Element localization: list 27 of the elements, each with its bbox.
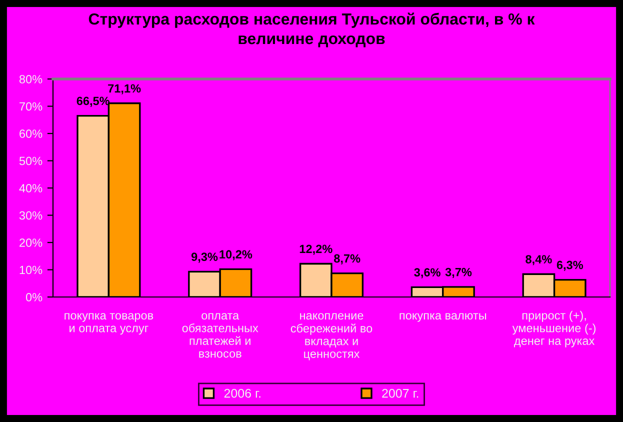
y-tick-label: 70% bbox=[20, 102, 42, 111]
data-label: 12,2% bbox=[300, 244, 332, 255]
x-tick-label: прирост (+), уменьшение (-) денег на руках bbox=[512, 310, 596, 348]
legend-label: 2006 г. bbox=[224, 388, 260, 398]
data-label: 8,4% bbox=[526, 255, 552, 266]
x-tick-label: покупка товаров и оплата услуг bbox=[64, 313, 154, 335]
y-tick-label: 10% bbox=[20, 266, 42, 274]
y-tick-label: 50% bbox=[19, 156, 42, 166]
data-label: 3,7% bbox=[445, 268, 472, 278]
chart-title: Структура расходов населения Тульской области, в % к величине доходов bbox=[88, 12, 535, 48]
y-tick-label: 20% bbox=[20, 238, 42, 247]
data-label: 8,7% bbox=[334, 254, 360, 264]
data-label: 66,5% bbox=[76, 96, 110, 107]
y-tick-label: 0% bbox=[26, 293, 42, 302]
y-tick-label: 80% bbox=[19, 75, 42, 84]
data-label: 9,3% bbox=[191, 252, 218, 263]
y-tick-label: 30% bbox=[19, 211, 42, 220]
y-tick-label: 40% bbox=[19, 184, 42, 192]
data-label: 6,3% bbox=[556, 260, 584, 271]
data-label: 10,2% bbox=[220, 250, 252, 260]
data-label: 71,1% bbox=[108, 84, 141, 94]
data-label: 3,6% bbox=[414, 268, 440, 278]
y-tick-label: 60% bbox=[20, 130, 42, 138]
x-tick-label: покупка валюты bbox=[400, 313, 486, 322]
legend-label: 2007 г. bbox=[382, 388, 418, 398]
x-tick-label: накопление сбережений во вкладах и ценностях bbox=[290, 313, 372, 360]
x-tick-label: оплата обязательных платежей и взносов bbox=[182, 313, 258, 358]
